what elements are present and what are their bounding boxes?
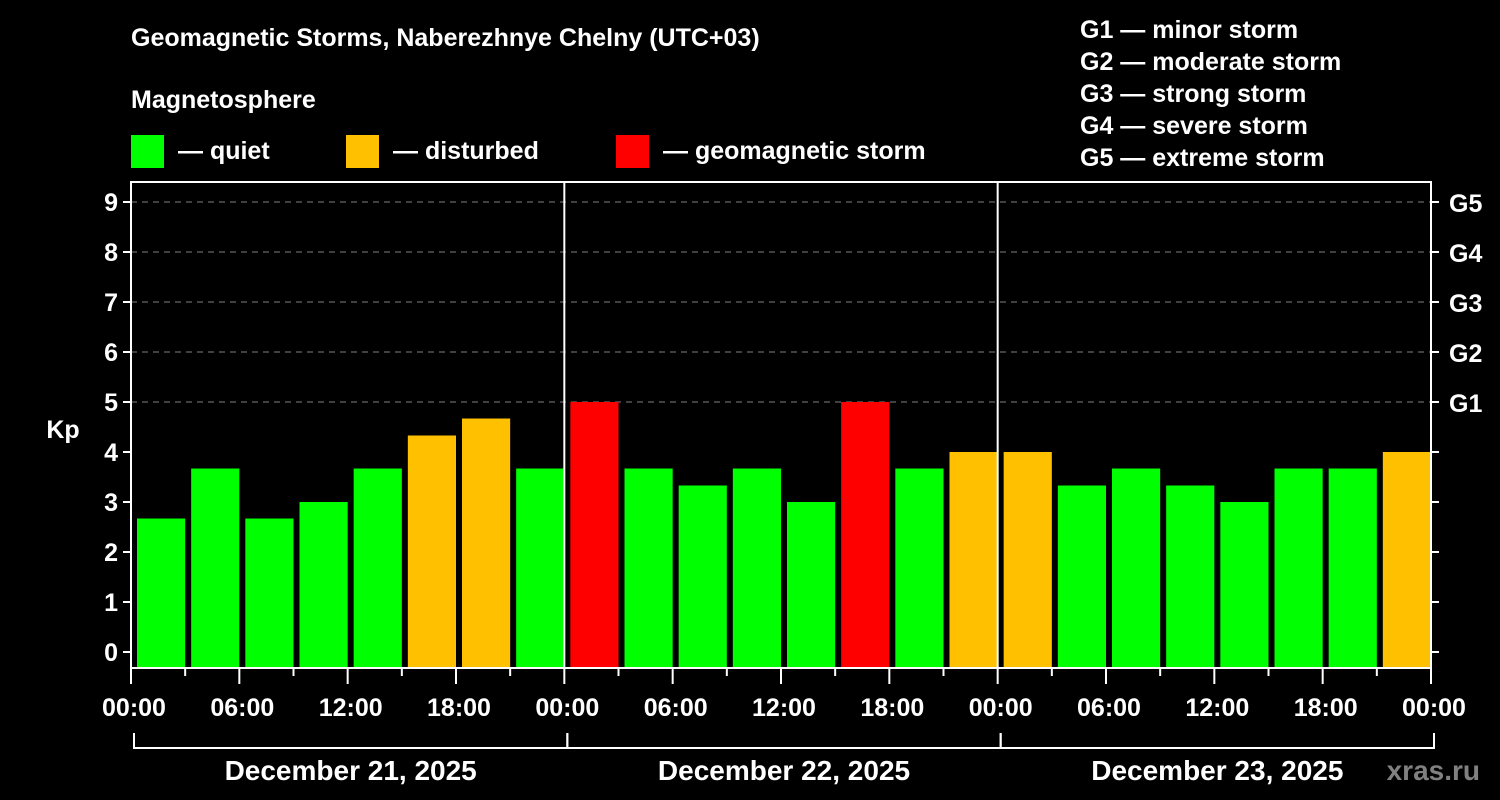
chart-title: Geomagnetic Storms, Naberezhnye Chelny (… [131,24,760,52]
x-tick-label: 12:00 [752,694,816,722]
y-tick-label: 4 [104,439,118,467]
kp-bar-storm [841,402,890,668]
legend-quiet: — quiet [131,134,270,168]
disturbed-swatch [346,134,379,168]
x-tick-label: 18:00 [1294,694,1358,722]
y-tick-label: 5 [104,389,118,417]
kp-bar-quiet [1328,468,1377,668]
kp-bar-quiet [191,468,240,668]
x-tick-label: 12:00 [319,694,383,722]
g-level-label: G2 [1449,340,1482,368]
g-level-label: G5 [1449,190,1482,218]
g-level-label: G4 [1449,240,1482,268]
grid-lines [131,201,1431,403]
axes [123,181,1439,749]
legend-storm: — geomagnetic storm [616,134,926,168]
kp-bar-quiet [895,468,944,668]
y-tick-label: 3 [104,489,118,517]
kp-bar-storm [570,402,619,668]
day-bracket [999,733,1435,749]
y-axis-title: Kp [46,416,79,444]
g1-description: G1 — minor storm [1080,16,1299,44]
x-tick-label: 06:00 [210,694,274,722]
x-tick-label: 00:00 [535,694,599,722]
kp-bar-quiet [516,468,565,668]
day-bracket [133,733,569,749]
x-tick-label: 18:00 [860,694,924,722]
x-tick-label: 06:00 [1077,694,1141,722]
kp-bar-quiet [353,468,402,668]
g4-description: G4 — severe storm [1080,112,1308,140]
x-tick-label: 00:00 [969,694,1033,722]
kp-bar-disturbed [1003,452,1052,668]
kp-bar-quiet [624,468,673,668]
kp-bar-quiet [1057,485,1106,668]
kp-bar-quiet [1220,502,1269,668]
day-bracket [566,733,1002,749]
g-level-label: G1 [1449,390,1482,418]
g3-description: G3 — strong storm [1080,80,1307,108]
kp-bars [137,402,1431,668]
day-label: December 22, 2025 [658,755,910,786]
kp-bar-quiet [732,468,781,668]
y-tick-label: 1 [104,589,118,617]
x-tick-label: 12:00 [1185,694,1249,722]
y-tick-label: 2 [104,539,118,567]
y-tick-label: 9 [104,189,118,217]
kp-bar-disturbed [1382,452,1431,668]
day-label: December 23, 2025 [1091,755,1343,786]
x-tick-label: 00:00 [102,694,166,722]
g2-description: G2 — moderate storm [1080,48,1342,76]
kp-bar-quiet [299,502,348,668]
y-tick-label: 7 [104,289,118,317]
g5-description: G5 — extreme storm [1080,144,1325,172]
axis-labels: 0 1 2 3 4 5 6 7 8 9 G1 G2 G3 G4 G5 Kp 00:00 06:00 12:00 18:… [46,189,1482,786]
kp-bar-disturbed [462,418,511,668]
x-tick-label: 00:00 [1402,694,1466,722]
kp-bar-quiet [1166,485,1215,668]
x-tick-label: 06:00 [644,694,708,722]
legend-heading: Magnetosphere [131,86,316,114]
legend-disturbed-label: — disturbed [393,136,539,165]
storm-swatch [616,134,649,168]
kp-bar-quiet [678,485,727,668]
kp-bar-quiet [137,518,186,668]
kp-bar-disturbed [949,452,998,668]
kp-bar-quiet [1112,468,1161,668]
y-tick-label: 0 [104,639,118,667]
kp-bar-disturbed [407,435,456,668]
y-tick-label: 6 [104,339,118,367]
y-tick-label: 8 [104,239,118,267]
legend-disturbed: — disturbed [346,134,539,168]
legend-quiet-label: — quiet [178,136,270,165]
kp-bar-quiet [245,518,294,668]
kp-bar-quiet [787,502,836,668]
legend-storm-label: — geomagnetic storm [663,136,926,165]
kp-bar-quiet [1274,468,1323,668]
g-level-label: G3 [1449,290,1482,318]
watermark: xras.ru [1387,755,1480,786]
day-label: December 21, 2025 [225,755,477,786]
x-tick-label: 18:00 [427,694,491,722]
quiet-swatch [131,134,164,168]
g-scale-legend: G1 — minor storm G2 — moderate storm G3 … [1080,14,1341,174]
